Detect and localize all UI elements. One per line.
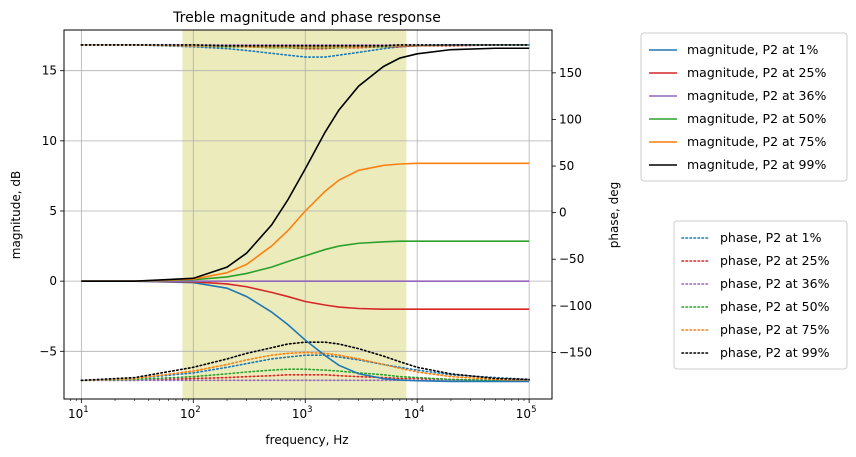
- legend-entry-label: phase, P2 at 25%: [720, 253, 830, 268]
- phase-series-line-upper: [80, 44, 530, 49]
- y-axis-right-label: phase, deg: [607, 182, 621, 248]
- magnitude-series-line: [81, 280, 530, 311]
- y-right-tick-label: −100: [559, 299, 592, 313]
- y-left-tick-label: 10: [42, 134, 57, 148]
- y-axis-left-label: magnitude, dB: [9, 171, 23, 259]
- y-right-tick-label: 50: [559, 159, 574, 173]
- legend-entry-label: magnitude, P2 at 75%: [687, 134, 826, 149]
- magnitude-series-line: [81, 47, 530, 282]
- x-tick-label: 104: [404, 405, 425, 421]
- phase-series-line: [80, 368, 530, 382]
- legend-box: [640, 32, 848, 182]
- y-left-tick-label: 15: [42, 64, 57, 78]
- legend-entry-label: phase, P2 at 75%: [720, 322, 830, 337]
- legend-entry-label: magnitude, P2 at 1%: [687, 42, 819, 57]
- legend-phase: phase, P2 at 1% phase, P2 at 25% phase, P2…: [673, 220, 848, 370]
- legend-entry-label: magnitude, P2 at 99%: [687, 157, 826, 172]
- legend-entry-label: magnitude, P2 at 25%: [687, 65, 826, 80]
- x-axis-label: frequency, Hz: [265, 433, 348, 447]
- y-right-tick-label: 150: [559, 66, 582, 80]
- x-tick-label: 102: [180, 405, 201, 421]
- plot-frame: [63, 29, 553, 400]
- phase-series-line-upper: [80, 44, 530, 48]
- legend-magnitude: magnitude, P2 at 1% magnitude, P2 at 25% m…: [640, 32, 848, 182]
- magnitude-series-line: [81, 280, 530, 383]
- legend-entry-label: magnitude, P2 at 50%: [687, 111, 826, 126]
- y-left-tick-label: −5: [39, 344, 57, 358]
- legend-box: [673, 220, 848, 370]
- y-right-tick-label: −50: [559, 252, 584, 266]
- passband-shading: [182, 30, 407, 399]
- legend-entry-label: phase, P2 at 50%: [720, 299, 830, 314]
- y-right-tick-label: −150: [559, 345, 592, 359]
- magnitude-series-line: [81, 240, 530, 282]
- phase-series-line: [80, 351, 530, 382]
- legend-entry-label: phase, P2 at 36%: [720, 276, 830, 291]
- legend-entry-label: phase, P2 at 99%: [720, 345, 830, 360]
- x-tick-label: 105: [516, 405, 537, 421]
- legend-entry-label: magnitude, P2 at 36%: [687, 88, 826, 103]
- phase-series-line: [80, 341, 530, 382]
- y-right-tick-label: 0: [559, 206, 567, 220]
- x-tick-label: 101: [68, 405, 89, 421]
- y-right-tick-label: 100: [559, 112, 582, 126]
- phase-series-line-upper: [80, 44, 530, 50]
- x-tick-label: 103: [292, 405, 313, 421]
- legend-entry-label: phase, P2 at 1%: [720, 230, 822, 245]
- magnitude-series-line: [81, 162, 530, 282]
- phase-series-line-upper: [80, 44, 530, 58]
- chart-title: Treble magnitude and phase response: [172, 10, 441, 26]
- y-left-tick-label: 5: [49, 204, 57, 218]
- phase-series-line-upper: [80, 44, 530, 47]
- y-left-tick-label: 0: [49, 274, 57, 288]
